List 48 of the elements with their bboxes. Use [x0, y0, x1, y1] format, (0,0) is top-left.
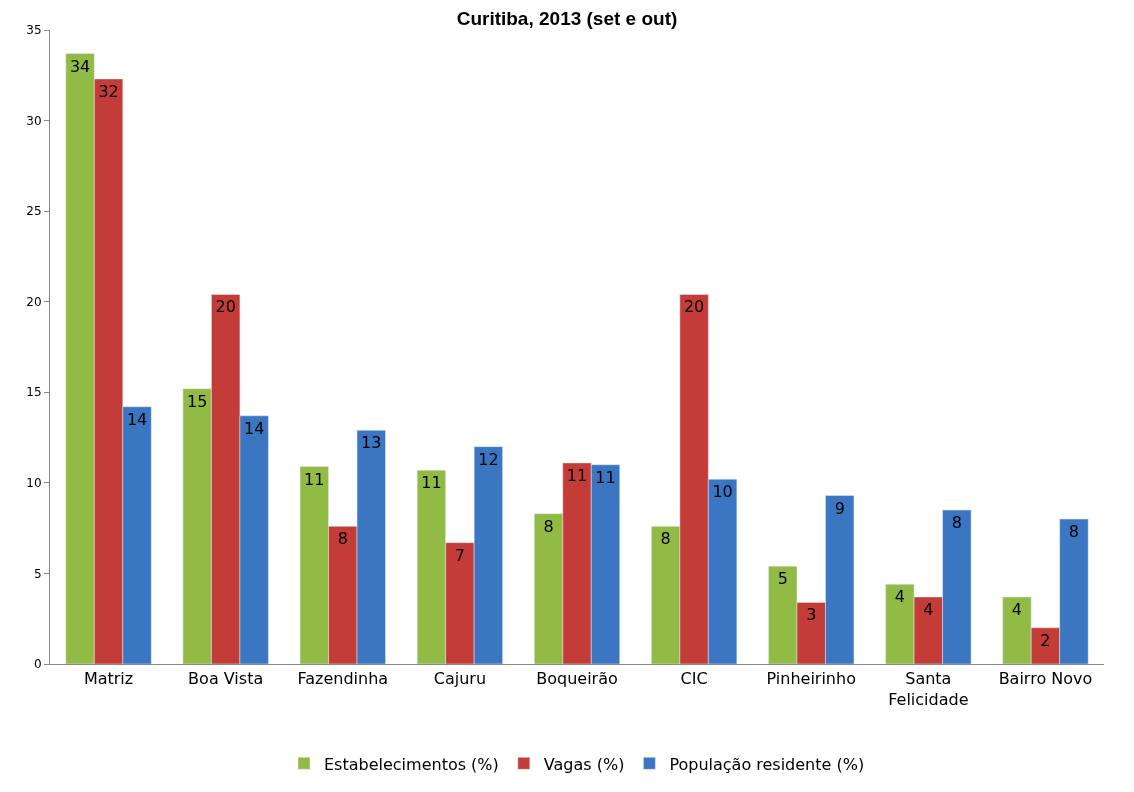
- data-label: 8: [951, 513, 962, 533]
- data-label: 10: [712, 482, 733, 502]
- data-label: 4: [1011, 599, 1023, 619]
- y-tick-label: 30: [26, 113, 42, 128]
- data-label: 4: [923, 599, 934, 619]
- data-label: 12: [478, 449, 499, 469]
- data-label: 11: [595, 467, 616, 487]
- data-label: 14: [243, 418, 265, 438]
- x-tick-label: Boa Vista: [188, 669, 264, 689]
- chart-title: Curitiba, 2013 (set e out): [456, 8, 678, 30]
- data-label: 4: [894, 587, 905, 607]
- y-tick-label: 15: [26, 385, 42, 400]
- data-label: 8: [1068, 522, 1080, 542]
- data-label: 8: [337, 529, 348, 549]
- y-tick-label: 35: [26, 23, 42, 38]
- data-label: 7: [454, 545, 465, 565]
- data-label: 32: [98, 81, 119, 101]
- legend-label: Vagas (%): [543, 754, 625, 774]
- x-tick-label: Pinheirinho: [766, 669, 856, 689]
- data-label: 8: [543, 516, 554, 536]
- y-tick-label: 25: [26, 204, 42, 219]
- data-label: 2: [1040, 630, 1051, 650]
- y-tick-label: 10: [26, 476, 42, 491]
- y-tick-label: 0: [33, 657, 42, 672]
- legend-label: População residente (%): [669, 754, 865, 774]
- data-label: 11: [566, 465, 588, 485]
- data-label: 14: [126, 409, 148, 429]
- x-tick-label: Bairro Novo: [998, 669, 1093, 689]
- x-tick-label: Boqueirão: [536, 669, 618, 689]
- data-label: 15: [186, 391, 208, 411]
- data-label: 9: [834, 498, 845, 518]
- data-label: 20: [215, 297, 236, 317]
- data-label: 11: [304, 469, 325, 489]
- x-tick-label: Santa Felicidade: [888, 669, 969, 709]
- data-label: 3: [806, 605, 817, 625]
- y-tick-label: 5: [33, 566, 42, 581]
- data-label: 34: [69, 56, 91, 76]
- x-tick-label: Fazendinha: [297, 669, 389, 689]
- y-tick-label: 20: [26, 294, 42, 309]
- x-tick-label: CIC: [680, 669, 708, 689]
- data-label: 11: [421, 473, 442, 493]
- data-label: 20: [683, 297, 705, 317]
- data-label: 13: [361, 433, 382, 453]
- data-label: 8: [660, 529, 671, 549]
- legend-label: Estabelecimentos (%): [324, 754, 499, 774]
- data-label: 5: [777, 569, 788, 589]
- x-tick-label: Matriz: [83, 669, 134, 689]
- x-tick-label: Cajuru: [433, 669, 487, 689]
